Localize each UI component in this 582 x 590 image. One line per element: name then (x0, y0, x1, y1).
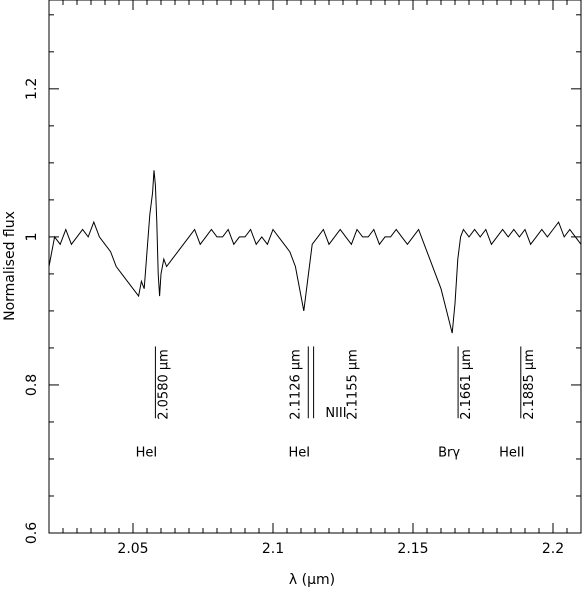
ion-label: HeI (136, 446, 158, 461)
ion-label: HeI (288, 446, 310, 461)
species-annotation: NIII (325, 406, 346, 421)
wavelength-annotation: 2.1885 μm (522, 349, 537, 420)
x-tick-labels: 2.05 2.1 2.15 2.2 (117, 541, 564, 557)
x-ticks (62, 0, 582, 533)
y-axis-label: Normalised flux (2, 211, 18, 321)
y-tick-label: 1.2 (24, 78, 40, 100)
marker-annotations: 2.0580 μm 2.1126 μm 2.1661 μm 2.1885 μm 2.11… (156, 349, 536, 421)
x-tick-label: 2.2 (542, 541, 564, 557)
y-tick-label: 0.6 (24, 522, 40, 544)
y-ticks (49, 14, 581, 534)
wavelength-annotation: 2.0580 μm (156, 349, 171, 420)
spectrum-line (48, 170, 582, 334)
x-axis-label: λ (μm) (289, 572, 335, 588)
ion-label: Brγ (438, 446, 460, 461)
ion-label: HeII (499, 446, 524, 461)
ion-labels: HeI HeI Brγ HeII (136, 446, 525, 461)
x-tick-label: 2.05 (117, 541, 148, 557)
line-markers (154, 346, 522, 419)
x-tick-label: 2.1 (262, 541, 284, 557)
x-tick-label: 2.15 (397, 541, 428, 557)
y-tick-labels: 0.6 0.8 1 1.2 (24, 78, 40, 544)
wavelength-annotation: 2.1661 μm (459, 349, 474, 420)
wavelength-annotation: 2.1126 μm (288, 349, 303, 420)
y-tick-label: 1 (24, 232, 40, 241)
y-tick-label: 0.8 (24, 374, 40, 396)
wavelength-annotation: 2.1155 μm (345, 349, 360, 420)
